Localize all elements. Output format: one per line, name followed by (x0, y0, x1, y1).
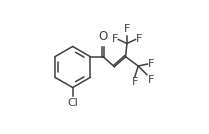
Text: Cl: Cl (67, 98, 78, 107)
Text: F: F (124, 23, 130, 34)
Text: F: F (148, 59, 154, 69)
Text: F: F (132, 77, 138, 87)
Text: O: O (98, 30, 108, 43)
Text: F: F (112, 34, 118, 44)
Text: F: F (148, 75, 154, 85)
Text: F: F (136, 34, 142, 44)
